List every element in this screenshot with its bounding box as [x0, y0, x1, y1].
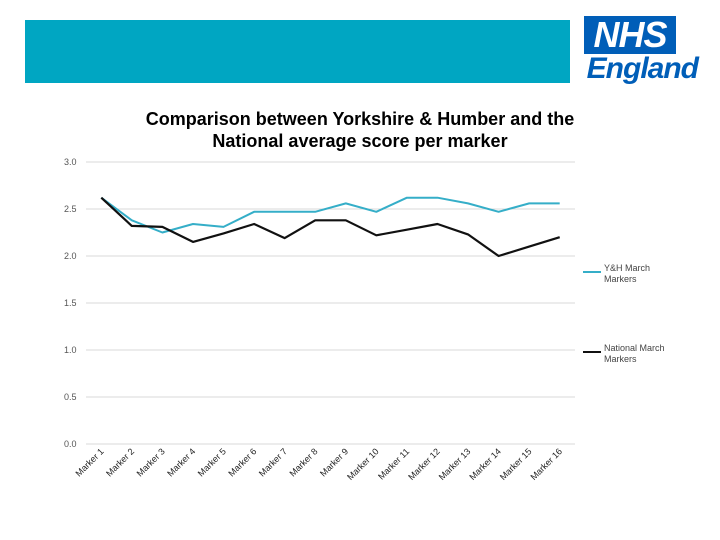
x-tick-label: Marker 14 — [467, 446, 503, 482]
legend-label: Markers — [604, 274, 637, 284]
legend-label: Y&H March — [604, 263, 650, 273]
x-tick-label: Marker 13 — [437, 446, 473, 482]
y-axis-ticks: 0.0 0.5 1.0 1.5 2.0 2.5 3.0 — [64, 157, 77, 449]
y-tick-label: 0.0 — [64, 439, 77, 449]
y-tick-label: 1.0 — [64, 345, 77, 355]
series-lines — [100, 196, 561, 258]
chart-title-line-1: Comparison between Yorkshire & Humber an… — [145, 109, 575, 129]
x-tick-label: Marker 1 — [74, 446, 106, 478]
y-tick-label: 0.5 — [64, 392, 77, 402]
chart-title-line-2: National average score per marker — [212, 131, 508, 151]
x-tick-label: Marker 6 — [226, 446, 258, 478]
x-tick-label: Marker 5 — [196, 446, 228, 478]
nhs-england-logo: NHS England — [578, 14, 699, 90]
x-tick-label: Marker 10 — [345, 446, 381, 482]
x-tick-label: Marker 3 — [135, 446, 167, 478]
y-tick-label: 3.0 — [64, 157, 77, 167]
x-tick-label: Marker 15 — [498, 446, 534, 482]
series-line-national — [100, 196, 561, 258]
chart-title: Comparison between Yorkshire & Humber an… — [100, 108, 620, 152]
x-tick-label: Marker 12 — [406, 446, 442, 482]
x-tick-label: Marker 8 — [287, 446, 319, 478]
x-tick-label: Marker 16 — [528, 446, 564, 482]
x-tick-label: Marker 11 — [376, 446, 411, 481]
series-line-yh — [100, 196, 560, 234]
logo-england-text: England — [586, 52, 699, 85]
legend-label: National March — [604, 343, 665, 353]
nhs-logo-box: NHS — [584, 16, 676, 54]
y-tick-label: 2.5 — [64, 204, 77, 214]
x-tick-label: Marker 2 — [104, 446, 136, 478]
y-tick-label: 1.5 — [64, 298, 77, 308]
header-banner — [25, 20, 570, 83]
x-tick-label: Marker 4 — [165, 446, 197, 478]
legend-label: Markers — [604, 354, 637, 364]
gridlines — [86, 161, 575, 445]
y-tick-label: 2.0 — [64, 251, 77, 261]
x-tick-label: Marker 7 — [257, 446, 289, 478]
